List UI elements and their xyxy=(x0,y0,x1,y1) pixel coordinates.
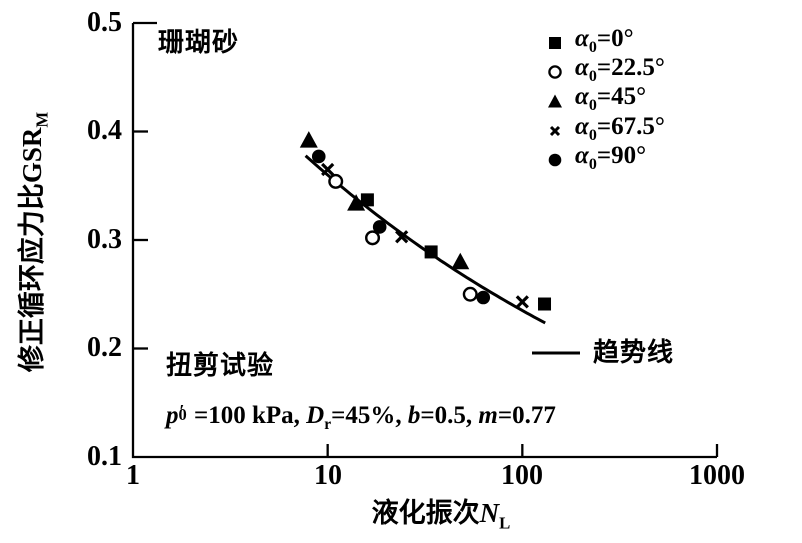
legend-label: α0=0° xyxy=(575,24,634,63)
var-m: m xyxy=(478,402,498,429)
legend-alpha: α xyxy=(575,24,589,52)
marker-filled-triangle xyxy=(347,194,366,211)
x-tick-label-10: 10 xyxy=(314,460,342,491)
x-axis-label-text: 液化振次 xyxy=(371,498,480,528)
legend-alpha: α xyxy=(575,112,589,140)
legend-label: α0=90° xyxy=(575,141,646,180)
y-tick-label-0.4: 0.4 xyxy=(87,115,122,146)
p-sub-prime: ′ 0 xyxy=(179,401,195,429)
trend-line-label: 趋势线 xyxy=(593,338,675,367)
legend-item-trend: 趋势线 xyxy=(531,337,674,369)
cond-eq4: =0.77 xyxy=(497,402,556,429)
cond-eq1: =100 kPa, xyxy=(194,402,307,429)
filled-square-icon xyxy=(549,37,561,49)
x-cross-icon xyxy=(549,125,561,137)
cond-eq2: =45%, xyxy=(331,402,408,429)
marker-filled-circle xyxy=(476,290,491,305)
cond-eq3: =0.5, xyxy=(420,402,479,429)
p-prime: ′ xyxy=(179,400,185,421)
x-axis-subscript: L xyxy=(499,513,511,533)
legend-value: =90° xyxy=(596,141,647,169)
legend-value: =45° xyxy=(596,82,647,110)
marker-filled-square xyxy=(538,297,552,311)
filled-triangle-icon xyxy=(548,94,562,108)
legend-alpha-sub: 0 xyxy=(588,96,597,114)
legend-alpha-sub: 0 xyxy=(588,67,597,85)
marker-filled-triangle xyxy=(299,131,318,148)
D-subscript: r xyxy=(324,416,332,433)
var-b: b xyxy=(407,402,421,429)
marker-filled-square xyxy=(424,245,438,259)
legend-alpha: α xyxy=(575,53,589,81)
y-tick-label-0.5: 0.5 xyxy=(87,7,122,38)
var-p: p xyxy=(166,402,179,429)
x-tick-label-1: 1 xyxy=(126,460,140,491)
legend-label: α0=45° xyxy=(575,82,646,121)
legend-alpha: α xyxy=(575,82,589,110)
filled-circle-icon xyxy=(548,153,562,167)
marker-x-cross xyxy=(515,295,529,309)
open-circle-icon xyxy=(548,65,562,79)
p-subscript: 0 xyxy=(178,404,187,424)
marker-filled-square xyxy=(360,193,374,207)
annotation-test-type: 扭剪试验 xyxy=(166,351,275,380)
x-axis-label: 液化振次NL xyxy=(241,497,641,539)
marker-filled-triangle xyxy=(451,252,470,270)
marker-open-circle xyxy=(328,173,344,189)
legend-alpha: α xyxy=(575,141,589,169)
marker-filled-circle xyxy=(311,149,326,164)
legend-alpha-sub: 0 xyxy=(588,38,597,56)
legend-label: α0=22.5° xyxy=(575,53,665,92)
trend-line-icon xyxy=(532,351,580,355)
marker-filled-circle xyxy=(372,220,387,234)
marker-x-cross xyxy=(395,230,409,244)
y-tick-label-0.3: 0.3 xyxy=(87,224,122,255)
y-axis-label-text: 修正循环应力比GSR xyxy=(17,127,47,373)
legend-value: =22.5° xyxy=(596,53,665,81)
legend-alpha-sub: 0 xyxy=(588,126,597,144)
legend-value: =0° xyxy=(596,24,634,52)
x-axis-variable: N xyxy=(479,498,500,528)
legend-item-a0-0: α0=0° xyxy=(547,25,634,58)
legend-label: α0=67.5° xyxy=(575,112,665,151)
x-tick-label-100: 100 xyxy=(501,460,543,491)
annotation-conditions: p ′ 0 =100 kPa, Dr=45%, b=0.5, m=0.77 xyxy=(166,401,556,440)
annotation-material: 珊瑚砂 xyxy=(158,28,240,57)
y-axis-label-subscript: M xyxy=(32,111,52,128)
legend-item-a0-22.5: α0=22.5° xyxy=(547,54,665,87)
legend-item-a0-45: α0=45° xyxy=(547,83,646,116)
marker-open-circle xyxy=(365,230,381,246)
y-tick-label-0.1: 0.1 xyxy=(87,441,122,472)
legend-item-a0-67.5: α0=67.5° xyxy=(547,113,665,146)
marker-x-cross xyxy=(321,162,335,177)
x-tick-label-1000: 1000 xyxy=(689,460,745,491)
var-D: D xyxy=(306,402,325,429)
marker-open-circle xyxy=(462,286,478,302)
legend-alpha-sub: 0 xyxy=(588,155,597,173)
y-tick-label-0.2: 0.2 xyxy=(87,332,122,363)
legend-value: =67.5° xyxy=(596,112,665,140)
legend-item-a0-90: α0=90° xyxy=(547,142,646,175)
y-axis-label: 修正循环应力比GSRM xyxy=(16,42,52,442)
